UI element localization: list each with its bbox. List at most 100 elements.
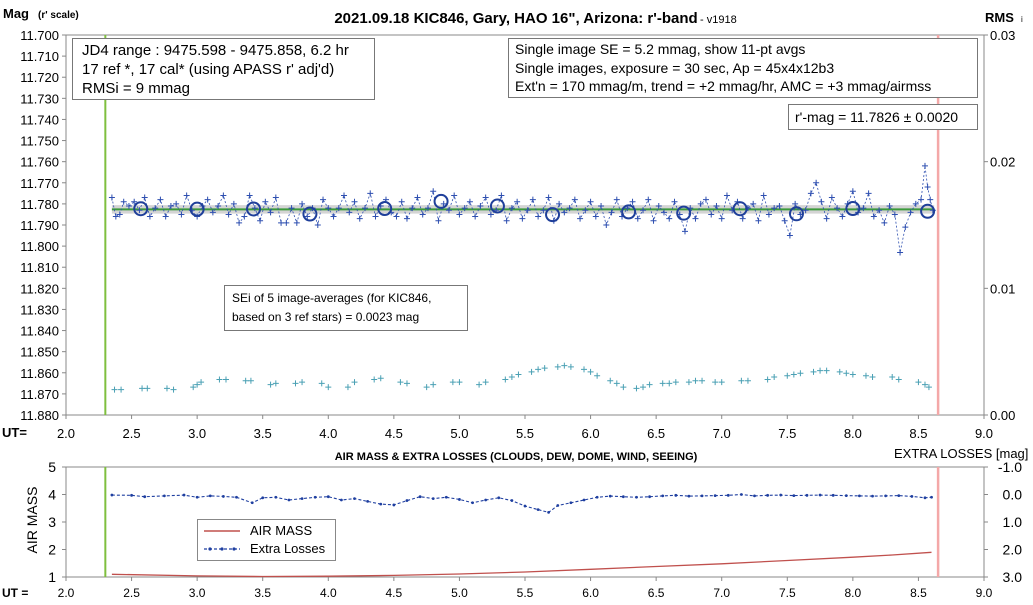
legend-air-mass-label: AIR MASS: [250, 523, 313, 538]
individual-point: [278, 219, 285, 226]
individual-point: [650, 217, 657, 224]
sei-point: [242, 377, 249, 384]
sei-point: [817, 367, 824, 374]
extra-losses-point: [195, 495, 199, 499]
y-tick-label: 11.860: [20, 366, 59, 381]
extra-losses-point: [143, 495, 147, 499]
sei-point: [692, 377, 699, 384]
individual-point: [818, 198, 825, 205]
extra-losses-point: [792, 494, 796, 497]
sei-point: [502, 376, 509, 383]
extra-losses-point: [753, 494, 756, 498]
individual-point: [697, 200, 704, 207]
chart2-x-tick-label: 8.0: [845, 586, 862, 600]
individual-point: [209, 209, 216, 216]
sei-point: [836, 368, 843, 375]
average-point: [133, 201, 149, 217]
sei-point: [476, 381, 483, 388]
y2-axis-subtitle: i: [1021, 15, 1023, 24]
sei-point: [659, 380, 666, 387]
sei-point: [862, 372, 869, 379]
legend-extra-losses-label: Extra Losses: [250, 541, 326, 556]
extra-losses-point: [340, 498, 343, 502]
sei-point: [144, 385, 151, 392]
extra-losses-point: [608, 494, 612, 498]
y-axis-subtitle: (r' scale): [38, 10, 79, 21]
result-box: r'-mag = 11.7826 ± 0.0020: [788, 104, 978, 130]
individual-point: [362, 205, 369, 212]
extra-losses-point: [536, 508, 540, 512]
extra-losses-point: [897, 494, 901, 497]
y-tick-label: 11.750: [20, 134, 59, 149]
y-tick-label: 11.760: [20, 155, 59, 170]
individual-point: [870, 213, 877, 220]
chart2-y-axis-title: AIR MASS: [24, 487, 40, 554]
extra-losses-point: [484, 498, 488, 502]
chart2-x-axis-title: UT =: [2, 586, 28, 600]
chart2-y-tick-label: 4: [48, 487, 56, 503]
individual-point: [477, 203, 484, 209]
individual-point: [314, 222, 321, 228]
extra-losses-point: [250, 501, 254, 505]
sei-point: [823, 367, 830, 374]
extra-losses-point: [287, 498, 291, 502]
individual-point: [849, 188, 856, 195]
individual-point: [566, 205, 573, 212]
individual-point: [461, 205, 468, 212]
individual-point: [173, 200, 180, 207]
individual-point: [131, 198, 138, 205]
individual-point: [571, 196, 578, 203]
y-tick-label: 11.840: [20, 324, 59, 339]
extra-losses-point: [923, 496, 927, 500]
individual-point: [921, 162, 928, 169]
individual-point: [561, 209, 568, 216]
individual-point: [886, 203, 893, 209]
extra-losses-point: [353, 497, 356, 501]
sei-point: [403, 380, 410, 387]
sei-point: [198, 379, 205, 386]
chart2-title: AIR MASS & EXTRA LOSSES (CLOUDS, DEW, DO…: [335, 451, 698, 463]
individual-point: [813, 179, 820, 186]
average-point: [732, 201, 748, 217]
sei-point: [640, 384, 647, 391]
sei-point: [712, 379, 719, 386]
individual-point: [519, 215, 526, 222]
individual-point: [430, 188, 437, 195]
x-tick-label: 3.0: [188, 426, 206, 441]
extra-losses-point: [261, 496, 265, 500]
individual-point: [157, 196, 164, 203]
chart2-x-tick-label: 5.0: [451, 586, 468, 600]
x-tick-label: 9.0: [975, 426, 993, 441]
individual-point: [556, 200, 563, 207]
legend-item-air-mass: AIR MASS: [202, 522, 331, 540]
individual-point: [393, 213, 400, 220]
average-point: [676, 205, 692, 221]
individual-point: [236, 219, 243, 226]
chart2-y2-axis-title: EXTRA LOSSES [mag]: [894, 446, 1028, 461]
x-tick-label: 4.0: [319, 426, 337, 441]
sei-point: [163, 385, 170, 392]
y2-tick-label: 0.03: [990, 28, 1015, 43]
info-box-exposure-line-1: Single image SE = 5.2 mmag, show 11-pt a…: [515, 41, 806, 57]
individual-point: [293, 219, 300, 226]
extra-losses-point: [687, 494, 691, 498]
chart2-x-tick-label: 9.0: [976, 586, 993, 600]
extra-losses-point: [431, 497, 435, 501]
individual-point: [739, 215, 746, 222]
extra-losses-point: [300, 497, 304, 501]
individual-point: [356, 215, 363, 222]
individual-point: [246, 192, 253, 199]
individual-point: [304, 213, 311, 220]
individual-point: [902, 224, 909, 231]
individual-point: [608, 209, 615, 216]
info-box-jd4-line-2: 17 ref *, 17 cal* (using APASS r' adj'd): [82, 61, 335, 78]
individual-point: [603, 222, 610, 228]
individual-point: [865, 190, 872, 197]
individual-point: [755, 217, 762, 224]
individual-point: [834, 205, 841, 212]
extra-losses-point: [379, 502, 383, 506]
individual-point: [482, 194, 489, 201]
chart2-x-tick-label: 3.5: [254, 586, 271, 600]
individual-point: [828, 194, 835, 201]
individual-point: [466, 198, 473, 205]
